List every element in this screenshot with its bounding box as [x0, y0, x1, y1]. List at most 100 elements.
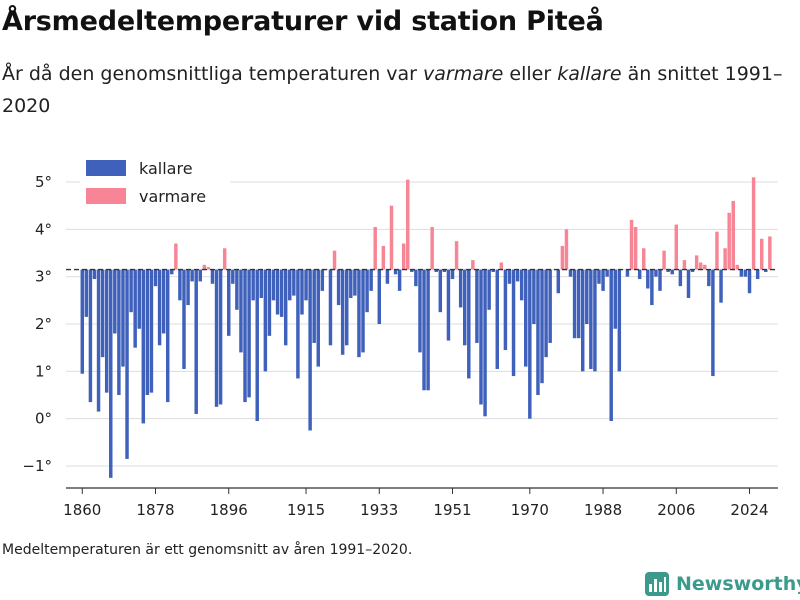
bar-2011 [694, 255, 699, 270]
bar-1893 [214, 269, 219, 407]
bar-1978 [560, 245, 565, 270]
bar-2015 [711, 269, 715, 377]
bar-1992 [617, 269, 622, 372]
bar-1979 [564, 229, 569, 270]
bar-2002 [658, 269, 662, 291]
bar-1971 [532, 269, 536, 324]
bar-2028 [764, 269, 768, 272]
y-axis: −1° 0° 1° 2° 3° 4° 5° [22, 173, 52, 475]
bar-1906 [267, 269, 272, 336]
bar-1983 [580, 269, 585, 372]
bar-1860 [80, 269, 85, 374]
bar-1923 [336, 269, 341, 306]
bar-1897 [231, 269, 235, 284]
bar-1874 [137, 269, 141, 329]
legend-label-varmare: varmare [139, 187, 206, 206]
y-tick-label: 4° [35, 220, 52, 238]
subtitle-text-2: eller [503, 63, 558, 85]
bar-1952 [454, 241, 459, 270]
bar-1928 [357, 269, 361, 358]
bar-1935 [385, 269, 390, 284]
bar-1870 [121, 269, 125, 367]
bar-1881 [165, 269, 170, 403]
bar-2005 [670, 269, 674, 275]
bar-2018 [723, 248, 727, 270]
bar-1988 [601, 269, 605, 291]
bar-1885 [182, 269, 186, 369]
bar-2008 [682, 260, 687, 270]
bar-1886 [186, 269, 190, 306]
bar-1953 [458, 269, 463, 308]
bar-2027 [760, 238, 764, 270]
bar-1959 [483, 269, 487, 417]
brand-logo[interactable]: Newsworthy [644, 570, 800, 598]
bar-1932 [373, 226, 377, 270]
bar-1997 [637, 269, 642, 280]
bar-1910 [283, 269, 288, 346]
bar-1889 [198, 269, 202, 282]
subtitle-text-3: än snittet 1991–2020 [2, 63, 783, 117]
bar-2024 [747, 269, 752, 294]
bar-1958 [479, 269, 483, 405]
bar-1927 [353, 269, 357, 296]
bar-1981 [572, 269, 577, 339]
bar-1917 [312, 269, 316, 343]
bar-2013 [703, 264, 707, 270]
bar-1980 [568, 269, 573, 277]
bar-1991 [613, 269, 617, 329]
bar-1974 [544, 269, 548, 358]
bar-1899 [239, 269, 243, 353]
bar-1905 [263, 269, 268, 372]
bar-1891 [206, 267, 211, 270]
x-tick-label: 1970 [511, 501, 549, 519]
bar-1898 [235, 269, 239, 310]
bar-1931 [369, 269, 373, 291]
bar-1890 [202, 264, 207, 270]
bar-1914 [300, 269, 304, 315]
bar-1916 [308, 269, 312, 431]
bar-1984 [585, 269, 589, 324]
bar-1867 [109, 269, 113, 478]
bar-1894 [218, 269, 223, 405]
bar-1990 [609, 269, 613, 422]
bar-1934 [381, 245, 386, 270]
bar-1966 [511, 269, 516, 377]
bar-1945 [426, 269, 430, 391]
x-tick-label: 1915 [287, 501, 325, 519]
bar-1862 [88, 269, 93, 403]
bar-1941 [410, 269, 414, 272]
bar-1907 [271, 269, 276, 301]
bar-1985 [589, 269, 593, 369]
bar-1908 [275, 269, 280, 315]
chart-title: Årsmedeltemperaturer vid station Piteå [2, 6, 604, 37]
bar-1955 [467, 269, 471, 379]
bar-1949 [442, 269, 447, 272]
bar-1943 [418, 269, 422, 353]
bar-1950 [446, 269, 451, 341]
bar-2021 [735, 264, 740, 270]
bar-2001 [654, 269, 658, 277]
legend-swatch-kallare [86, 160, 126, 176]
bar-2009 [686, 269, 691, 298]
bar-1926 [349, 269, 353, 298]
bar-1924 [340, 269, 345, 355]
bar-2017 [719, 269, 723, 303]
bar-1939 [401, 243, 406, 270]
legend: kallare varmare [80, 155, 230, 211]
bar-2007 [678, 269, 683, 287]
bar-1873 [133, 269, 137, 348]
bar-1986 [593, 269, 597, 372]
bar-1930 [365, 269, 369, 313]
footnote: Medeltemperaturen är ett genomsnitt av å… [2, 542, 413, 558]
bar-1902 [251, 269, 255, 301]
x-tick-label: 1933 [360, 501, 398, 519]
bar-1972 [536, 269, 540, 395]
bar-1909 [279, 269, 284, 317]
bar-1876 [145, 269, 150, 395]
bar-1895 [222, 248, 227, 270]
bar-1925 [345, 269, 349, 346]
bar-1994 [625, 269, 630, 277]
bar-2003 [662, 250, 666, 270]
bar-2019 [727, 212, 731, 270]
bar-1998 [642, 248, 646, 270]
